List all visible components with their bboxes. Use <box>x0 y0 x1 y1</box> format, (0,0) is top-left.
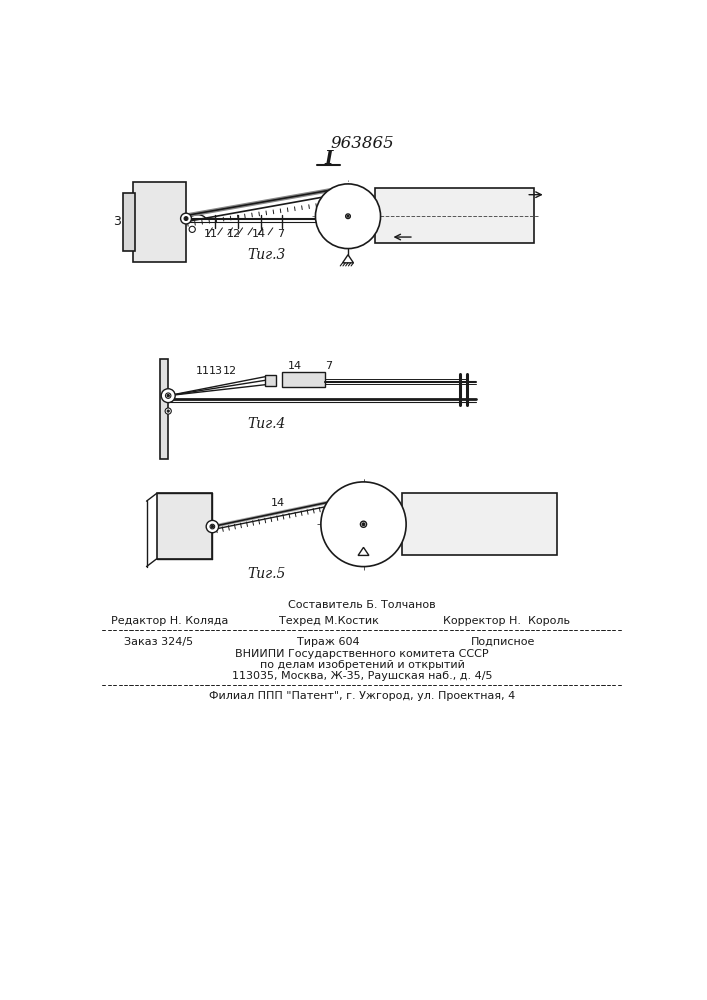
Circle shape <box>184 217 188 220</box>
Text: ВНИИПИ Государственного комитета СССР: ВНИИПИ Государственного комитета СССР <box>235 649 489 659</box>
Circle shape <box>361 521 367 527</box>
Circle shape <box>211 525 214 528</box>
Text: 3: 3 <box>113 215 121 228</box>
Text: Заказ 324/5: Заказ 324/5 <box>124 637 193 647</box>
Bar <box>265 375 276 386</box>
Text: Филиал ППП "Патент", г. Ужгород, ул. Проектная, 4: Филиал ППП "Патент", г. Ужгород, ул. Про… <box>209 691 515 701</box>
Bar <box>123 193 135 251</box>
Circle shape <box>161 389 175 403</box>
Bar <box>156 493 212 559</box>
Text: 11: 11 <box>204 229 218 239</box>
Circle shape <box>321 482 406 567</box>
Text: 14: 14 <box>288 361 303 371</box>
Text: Τиг.3: Τиг.3 <box>247 248 286 262</box>
Circle shape <box>189 226 195 232</box>
Text: 963865: 963865 <box>330 135 394 152</box>
Text: 14: 14 <box>252 229 266 239</box>
Circle shape <box>348 493 356 501</box>
Bar <box>375 188 534 243</box>
Circle shape <box>165 393 171 398</box>
Text: 7: 7 <box>325 361 332 371</box>
Circle shape <box>346 214 351 219</box>
Text: 7: 7 <box>277 229 284 239</box>
Text: 113035, Москва, Ж-35, Раушская наб., д. 4/5: 113035, Москва, Ж-35, Раушская наб., д. … <box>232 671 492 681</box>
Text: 14: 14 <box>271 498 286 508</box>
Text: Техред М.Костик: Техред М.Костик <box>279 615 378 626</box>
Bar <box>282 372 325 387</box>
Text: Τиг.4: Τиг.4 <box>247 417 286 431</box>
Text: 12: 12 <box>223 366 236 376</box>
Circle shape <box>315 184 380 249</box>
Circle shape <box>210 524 215 529</box>
Circle shape <box>206 520 218 533</box>
Text: Τиг.5: Τиг.5 <box>247 567 286 581</box>
Text: Составитель Б. Толчанов: Составитель Б. Толчанов <box>288 600 436 610</box>
Text: 12: 12 <box>227 229 241 239</box>
Circle shape <box>165 408 171 414</box>
Text: I: I <box>325 149 333 167</box>
Circle shape <box>351 496 354 499</box>
Text: 13: 13 <box>209 366 223 376</box>
Bar <box>402 493 557 555</box>
Text: по делам изобретений и открытий: по делам изобретений и открытий <box>259 660 464 670</box>
Circle shape <box>362 523 365 526</box>
Text: Редактор Н. Коляда: Редактор Н. Коляда <box>111 615 228 626</box>
Text: Тираж 604: Тираж 604 <box>298 637 360 647</box>
Circle shape <box>167 410 170 412</box>
Bar <box>134 182 186 262</box>
Bar <box>160 359 168 459</box>
Text: 7: 7 <box>360 483 367 493</box>
Circle shape <box>167 395 170 397</box>
Circle shape <box>347 215 349 217</box>
Text: Корректор Н.  Король: Корректор Н. Король <box>443 615 571 626</box>
Text: 11: 11 <box>196 366 210 376</box>
Text: Подписное: Подписное <box>471 637 535 647</box>
Circle shape <box>180 213 192 224</box>
